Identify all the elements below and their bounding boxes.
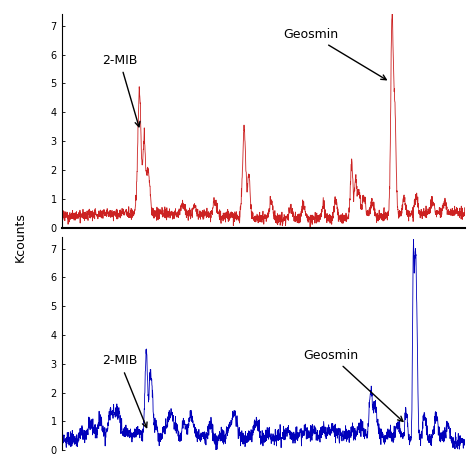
Text: 2-MIB: 2-MIB <box>102 355 147 428</box>
Text: Geosmin: Geosmin <box>303 349 403 421</box>
Text: 2-MIB: 2-MIB <box>102 54 140 127</box>
Text: Kcounts: Kcounts <box>14 212 27 262</box>
Text: Geosmin: Geosmin <box>283 28 386 80</box>
